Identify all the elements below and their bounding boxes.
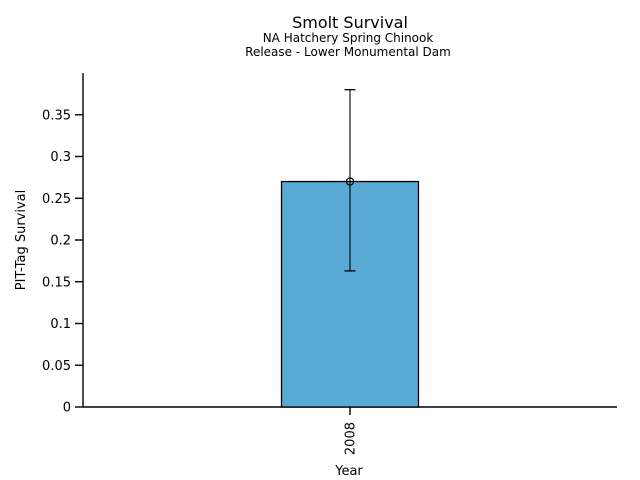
plot-area: 0 0.05 0.1 0.15 0.2 0.25 0.3 0.35 2008 <box>42 73 617 455</box>
y-tick-label: 0.3 <box>50 150 71 165</box>
y-tick-label: 0 <box>63 401 71 416</box>
y-tick-label: 0.05 <box>42 359 71 374</box>
y-tick-label: 0.15 <box>42 275 71 290</box>
x-tick-label: 2008 <box>344 422 359 455</box>
chart-title: Smolt Survival <box>292 13 408 32</box>
y-axis-title: PIT-Tag Survival <box>14 190 29 290</box>
y-tick-label: 0.35 <box>42 108 71 123</box>
y-tick-label: 0.25 <box>42 192 71 207</box>
data-point-marker <box>345 177 355 186</box>
chart-subtitle-line1: NA Hatchery Spring Chinook <box>263 31 434 45</box>
y-tick-label: 0.2 <box>50 234 71 249</box>
chart-subtitle-line2: Release - Lower Monumental Dam <box>245 45 451 59</box>
y-tick-label: 0.1 <box>50 317 71 332</box>
x-axis-title: Year <box>334 464 363 479</box>
